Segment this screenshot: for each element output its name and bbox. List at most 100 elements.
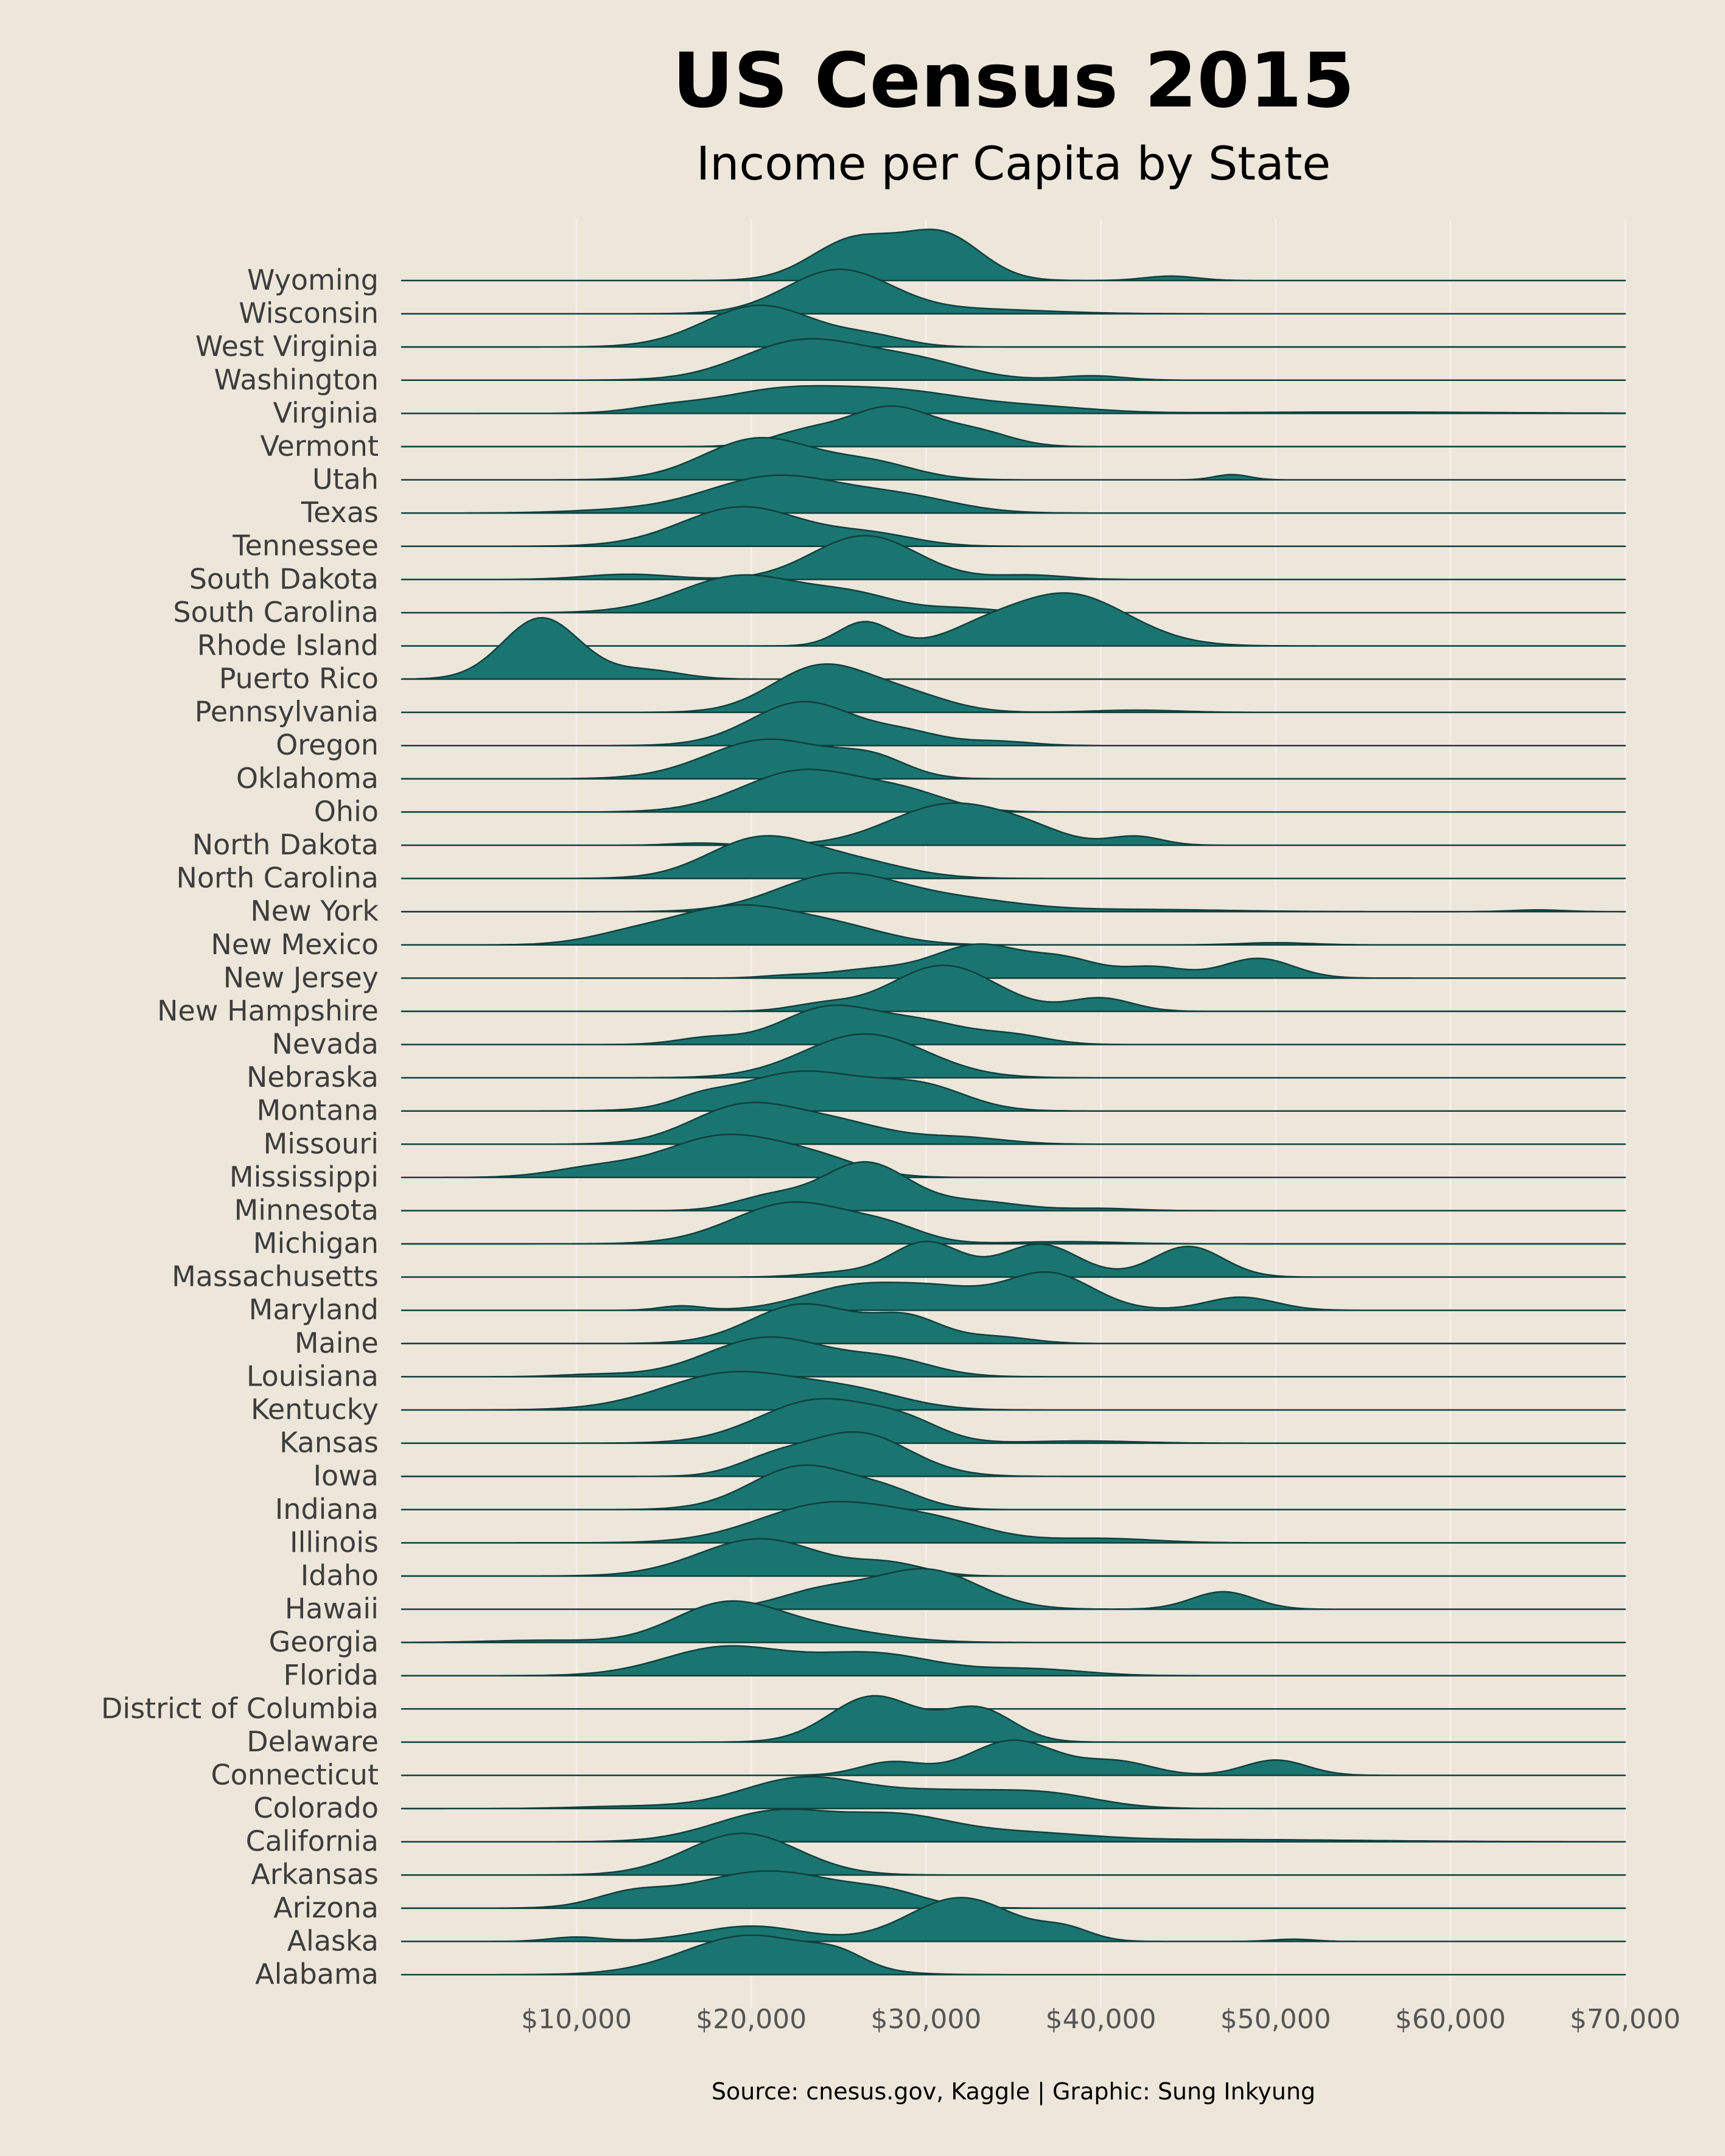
state-label: Maryland: [249, 1293, 379, 1326]
chart-subtitle: Income per Capita by State: [696, 136, 1331, 190]
state-label: Nebraska: [247, 1061, 379, 1094]
ridge-south-dakota: [401, 535, 1626, 581]
state-label: Kentucky: [251, 1393, 379, 1426]
state-label: Rhode Island: [197, 629, 379, 661]
state-label: Wyoming: [247, 263, 379, 296]
state-label: Alabama: [255, 1958, 379, 1990]
ridge-pennsylvania: [401, 663, 1626, 713]
ridge-iowa: [401, 1431, 1626, 1477]
ridge-louisiana: [401, 1336, 1626, 1378]
state-label: Minnesota: [234, 1193, 379, 1226]
state-label: Washington: [214, 363, 379, 396]
chart-title: US Census 2015: [673, 37, 1355, 125]
ridge-nebraska: [401, 1033, 1626, 1079]
ridge-maryland: [401, 1271, 1626, 1311]
state-label: New Hampshire: [157, 994, 379, 1027]
state-label: Mississippi: [229, 1160, 379, 1193]
state-label: North Dakota: [192, 828, 379, 861]
ridge-virginia: [401, 385, 1626, 414]
state-label: Delaware: [247, 1725, 379, 1758]
ridge-utah: [401, 436, 1626, 481]
state-label: Michigan: [253, 1227, 379, 1260]
state-label: South Dakota: [189, 562, 379, 595]
state-label: Arizona: [273, 1891, 379, 1924]
ridge-missouri: [401, 1101, 1626, 1145]
ridge-rhode-island: [401, 592, 1626, 647]
ridge-layer: [401, 228, 1626, 1976]
state-label: California: [246, 1825, 379, 1858]
state-label: Virginia: [273, 396, 379, 429]
state-label: Alaska: [287, 1924, 379, 1957]
state-label: Connecticut: [211, 1758, 379, 1791]
ridge-michigan: [401, 1201, 1626, 1245]
ridge-oregon: [401, 700, 1626, 747]
ridge-arkansas: [401, 1832, 1626, 1876]
state-label: Wisconsin: [239, 297, 379, 330]
ridge-washington: [401, 338, 1626, 382]
state-label: Massachusetts: [172, 1260, 379, 1293]
state-label: Montana: [256, 1094, 379, 1127]
ridge-arizona: [401, 1870, 1626, 1910]
ridge-illinois: [401, 1501, 1626, 1544]
state-label: Georgia: [269, 1625, 379, 1658]
state-label: New Mexico: [211, 928, 379, 961]
state-label: New Jersey: [223, 961, 379, 994]
state-label: Indiana: [275, 1493, 379, 1526]
ridge-georgia: [401, 1600, 1626, 1644]
x-tick-label: $60,000: [1395, 2004, 1506, 2035]
ridge-california: [401, 1808, 1626, 1843]
ridge-new-hampshire: [401, 965, 1626, 1013]
ridge-tennessee: [401, 506, 1626, 547]
ridge-minnesota: [401, 1161, 1626, 1212]
ridge-puerto-rico: [401, 616, 1626, 680]
ridge-west-virginia: [401, 304, 1626, 348]
ridge-north-carolina: [401, 835, 1626, 879]
x-tick-label: $40,000: [1046, 2004, 1156, 2035]
state-label: New York: [250, 895, 379, 927]
state-label: Utah: [312, 463, 379, 496]
ridge-new-jersey: [401, 943, 1626, 979]
x-tick-label: $70,000: [1570, 2004, 1681, 2035]
x-tick-label: $30,000: [870, 2004, 981, 2035]
state-label: Pennsylvania: [195, 696, 379, 728]
ridge-kansas: [401, 1398, 1626, 1444]
ridge-wisconsin: [401, 268, 1626, 315]
state-label: Nevada: [271, 1028, 379, 1061]
state-label: Oklahoma: [236, 762, 379, 795]
state-label: Puerto Rico: [219, 662, 379, 695]
ridge-delaware: [401, 1695, 1626, 1743]
ridge-north-dakota: [401, 802, 1626, 846]
state-label: Colorado: [253, 1791, 379, 1824]
chart-caption: Source: cnesus.gov, Kaggle | Graphic: Su…: [712, 2078, 1315, 2105]
state-label: District of Columbia: [101, 1692, 379, 1725]
ridge-new-mexico: [401, 904, 1626, 946]
x-tick-label: $20,000: [696, 2004, 807, 2035]
state-label: Vermont: [261, 430, 379, 462]
ridge-montana: [401, 1070, 1626, 1112]
state-label: Florida: [284, 1659, 379, 1692]
state-label: Tennessee: [232, 529, 379, 562]
state-label: South Carolina: [173, 596, 379, 629]
ridge-nevada: [401, 1004, 1626, 1045]
ridge-maine: [401, 1303, 1626, 1345]
ridge-kentucky: [401, 1370, 1626, 1411]
ridge-colorado: [401, 1776, 1626, 1810]
ridge-alaska: [401, 1897, 1626, 1942]
state-label: North Carolina: [176, 862, 379, 895]
state-label: Arkansas: [251, 1858, 379, 1891]
x-tick-label: $10,000: [521, 2004, 632, 2035]
ridge-vermont: [401, 405, 1626, 448]
state-label: Hawaii: [285, 1593, 379, 1625]
state-label: Missouri: [264, 1127, 379, 1160]
state-label: Texas: [301, 496, 379, 529]
ridge-wyoming: [401, 228, 1626, 282]
state-label: Kansas: [279, 1426, 379, 1459]
ridge-indiana: [401, 1464, 1626, 1511]
ridge-alabama: [401, 1934, 1626, 1976]
state-label: Louisiana: [247, 1359, 379, 1392]
ridge-massachusetts: [401, 1240, 1626, 1278]
state-label: Idaho: [301, 1559, 379, 1592]
